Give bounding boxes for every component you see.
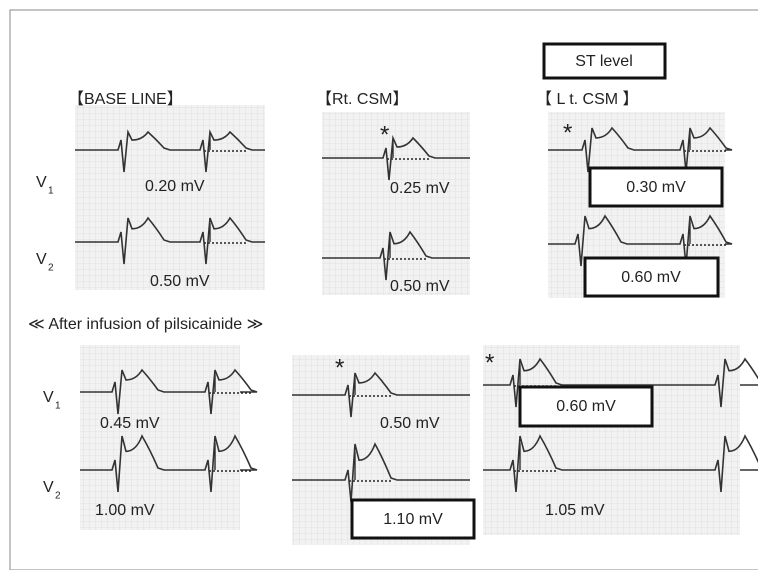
st-value: 0.20 mV [145, 178, 205, 195]
lead-subscript: 1 [48, 186, 54, 197]
lead-subscript: 2 [48, 263, 54, 274]
st-value: 0.30 mV [626, 179, 686, 196]
ecg-panel [75, 105, 265, 290]
st-value: 0.50 mV [390, 278, 450, 295]
st-value: 0.50 mV [380, 415, 440, 432]
st-value: 0.60 mV [556, 398, 616, 415]
st-value: 0.60 mV [621, 269, 681, 286]
st-value: 1.10 mV [383, 511, 443, 528]
st-value: 0.25 mV [390, 180, 450, 197]
st-value: 1.00 mV [95, 502, 155, 519]
lead-label: V [43, 389, 54, 406]
figure: ST level 【BASE LINE】 【Rt. CSM】 【 L t. CS… [0, 0, 758, 570]
marker: * [335, 354, 344, 381]
panel-title: 【 L t. CSM 】 [536, 91, 639, 108]
page: ST level 【BASE LINE】 【Rt. CSM】 【 L t. CS… [0, 0, 758, 570]
st-value: 1.05 mV [545, 502, 605, 519]
lead-label: V [43, 479, 54, 496]
panel-title: 【Rt. CSM】 [316, 91, 408, 108]
section-title: ≪ After infusion of pilsicainide ≫ [28, 316, 263, 333]
panel-title: 【BASE LINE】 [68, 91, 183, 108]
st-value: 0.45 mV [100, 415, 160, 432]
lead-label: V [36, 251, 47, 268]
lead-subscript: 2 [55, 491, 61, 502]
ecg-panel [322, 112, 470, 295]
lead-label: V [36, 174, 47, 191]
lead-subscript: 1 [55, 401, 61, 412]
marker: * [563, 119, 572, 146]
legend-label: ST level [575, 53, 633, 70]
st-value: 0.50 mV [150, 273, 210, 290]
marker: * [380, 121, 389, 148]
marker: * [485, 349, 494, 376]
